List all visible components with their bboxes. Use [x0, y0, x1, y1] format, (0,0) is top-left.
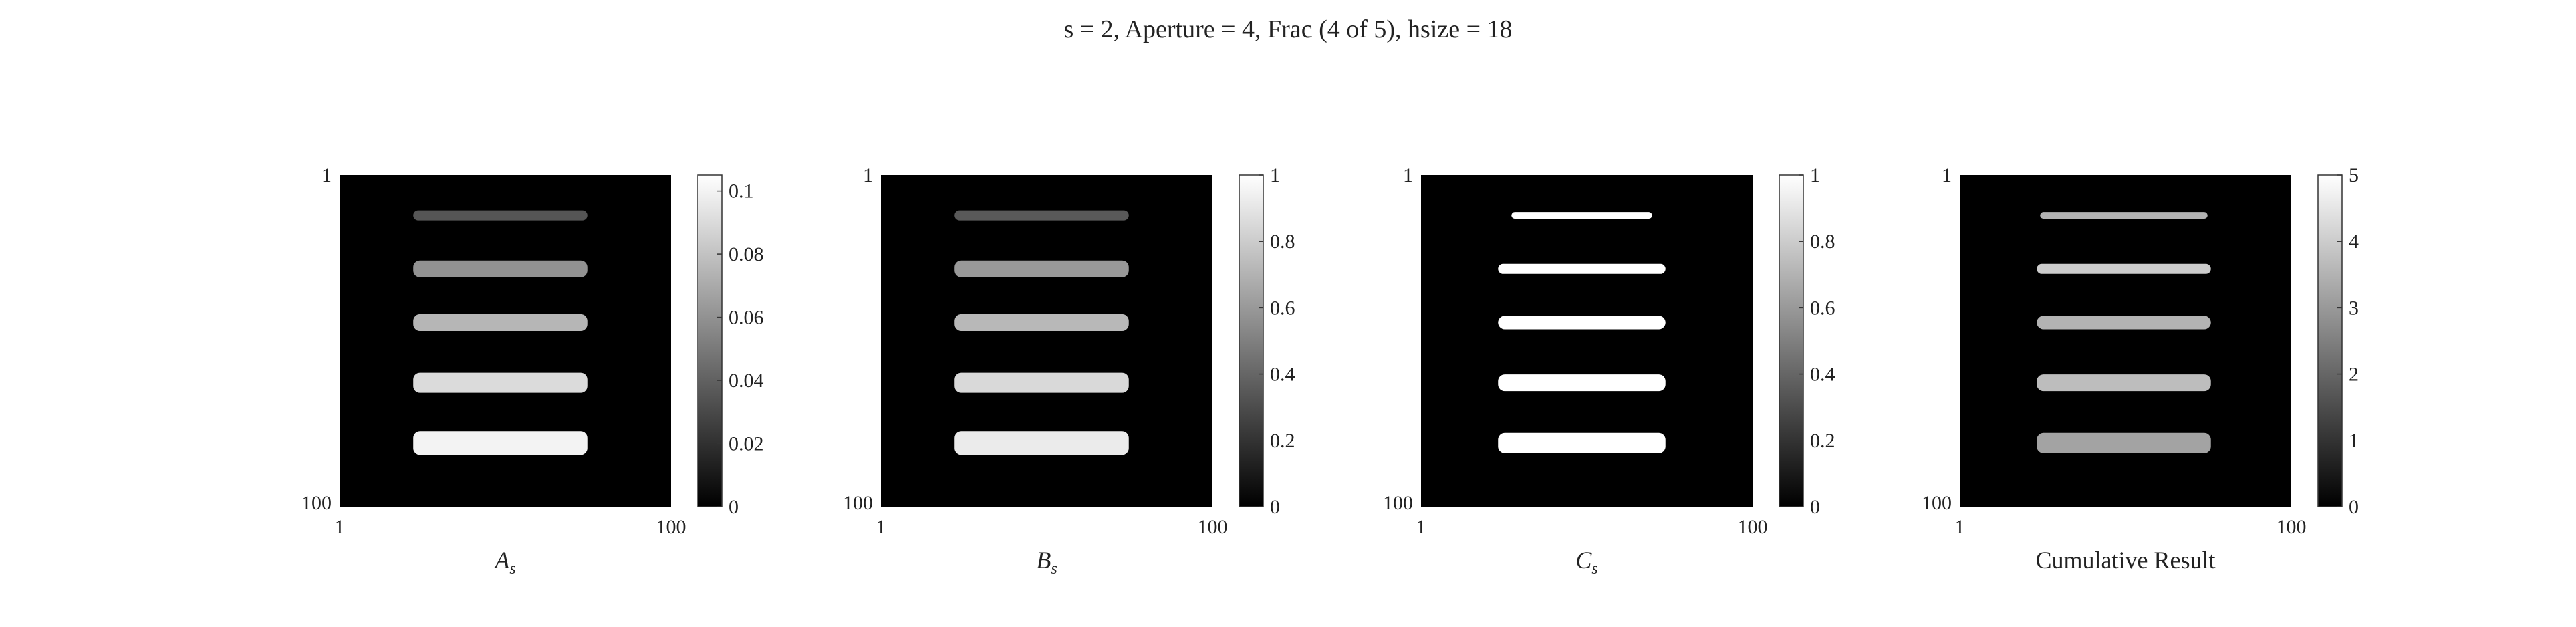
y-tick-label: 100 — [301, 492, 332, 514]
x-tick-label: 100 — [1738, 516, 1768, 538]
colorbar-tick-label: 1 — [1810, 164, 1820, 186]
colorbar — [1239, 174, 1264, 507]
heatmap-stripe-4 — [954, 372, 1129, 393]
colorbar-tick-label: 0.6 — [1810, 297, 1835, 319]
heatmap-background — [340, 175, 671, 507]
heatmap-stripe-1 — [413, 210, 588, 221]
heatmap-background — [1421, 175, 1753, 507]
x-tick-label: 100 — [656, 516, 686, 538]
y-tick-label: 1 — [863, 164, 873, 186]
x-tick-label: 100 — [2277, 516, 2307, 538]
y-tick-label: 100 — [1383, 492, 1413, 514]
y-tick-label: 1 — [1942, 164, 1952, 186]
colorbar-tick-label: 0.04 — [729, 370, 764, 392]
colorbar-tick-label: 0.2 — [1810, 430, 1835, 452]
colorbar-tick-label: 0.2 — [1270, 430, 1295, 452]
heatmap-stripe-2 — [413, 260, 588, 277]
heatmap-stripe-2 — [1498, 263, 1666, 274]
colorbar-tick-label: 0.6 — [1270, 297, 1295, 319]
colorbar-tick-label: 0.8 — [1270, 231, 1295, 253]
colorbar-tick-label: 0 — [1270, 496, 1280, 518]
heatmap-stripe-4 — [413, 372, 588, 393]
y-tick-label: 100 — [843, 492, 873, 514]
colorbar-tick-label: 0.4 — [1270, 364, 1295, 386]
x-axis-label: As — [493, 547, 515, 578]
heatmap-stripe-3 — [2037, 316, 2211, 330]
heatmap-background — [1960, 175, 2291, 507]
heatmap-stripe-1 — [1511, 212, 1652, 219]
colorbar-tick-label: 1 — [2349, 430, 2359, 452]
heatmap-stripe-5 — [2037, 432, 2211, 453]
colorbar — [2317, 174, 2343, 507]
heatmap-stripe-4 — [2037, 374, 2211, 392]
colorbar-tick-label: 4 — [2349, 231, 2359, 253]
colorbar-tick-label: 2 — [2349, 364, 2359, 386]
heatmap-stripe-5 — [954, 431, 1129, 455]
colorbar-tick-label: 1 — [1270, 164, 1280, 186]
colorbar-tick-label: 0.06 — [729, 307, 764, 329]
heatmap-stripe-4 — [1498, 374, 1666, 392]
colorbar-tick-label: 0 — [729, 496, 739, 518]
x-axis-label: Cumulative Result — [2036, 547, 2216, 574]
colorbar-tick-label: 0.4 — [1810, 364, 1835, 386]
y-tick-label: 1 — [321, 164, 332, 186]
heatmap-stripe-3 — [413, 314, 588, 331]
colorbar-tick-label: 3 — [2349, 297, 2359, 319]
heatmap-stripe-1 — [954, 210, 1129, 221]
y-tick-label: 100 — [1922, 492, 1952, 514]
colorbar-tick-label: 0.02 — [729, 433, 764, 455]
colorbar-tick-label: 0.08 — [729, 243, 764, 265]
colorbar-tick-label: 0 — [1810, 496, 1820, 518]
y-tick-label: 1 — [1403, 164, 1413, 186]
colorbar-tick-label: 0.1 — [729, 180, 754, 203]
heatmap-stripe-2 — [2037, 263, 2211, 274]
x-axis-label: Cs — [1575, 547, 1597, 578]
x-tick-label: 1 — [876, 516, 886, 538]
heatmap-background — [881, 175, 1212, 507]
heatmap-stripe-5 — [413, 431, 588, 455]
x-tick-label: 1 — [1955, 516, 1965, 538]
colorbar-tick-label: 0 — [2349, 496, 2359, 518]
colorbar — [697, 174, 723, 507]
x-tick-label: 1 — [335, 516, 345, 538]
heatmap-stripe-3 — [1498, 316, 1666, 330]
heatmap-stripe-2 — [954, 260, 1129, 277]
colorbar — [1779, 174, 1804, 507]
heatmap-stripe-5 — [1498, 432, 1666, 453]
colorbar-tick-label: 0.8 — [1810, 231, 1835, 253]
figure-title: s = 2, Aperture = 4, Frac (4 of 5), hsiz… — [1063, 15, 1513, 43]
colorbar-tick-label: 5 — [2349, 164, 2359, 186]
x-tick-label: 1 — [1416, 516, 1426, 538]
heatmap-stripe-3 — [954, 314, 1129, 331]
heatmap-stripe-1 — [2040, 212, 2208, 219]
x-axis-label: Bs — [1036, 547, 1057, 578]
x-tick-label: 100 — [1198, 516, 1228, 538]
